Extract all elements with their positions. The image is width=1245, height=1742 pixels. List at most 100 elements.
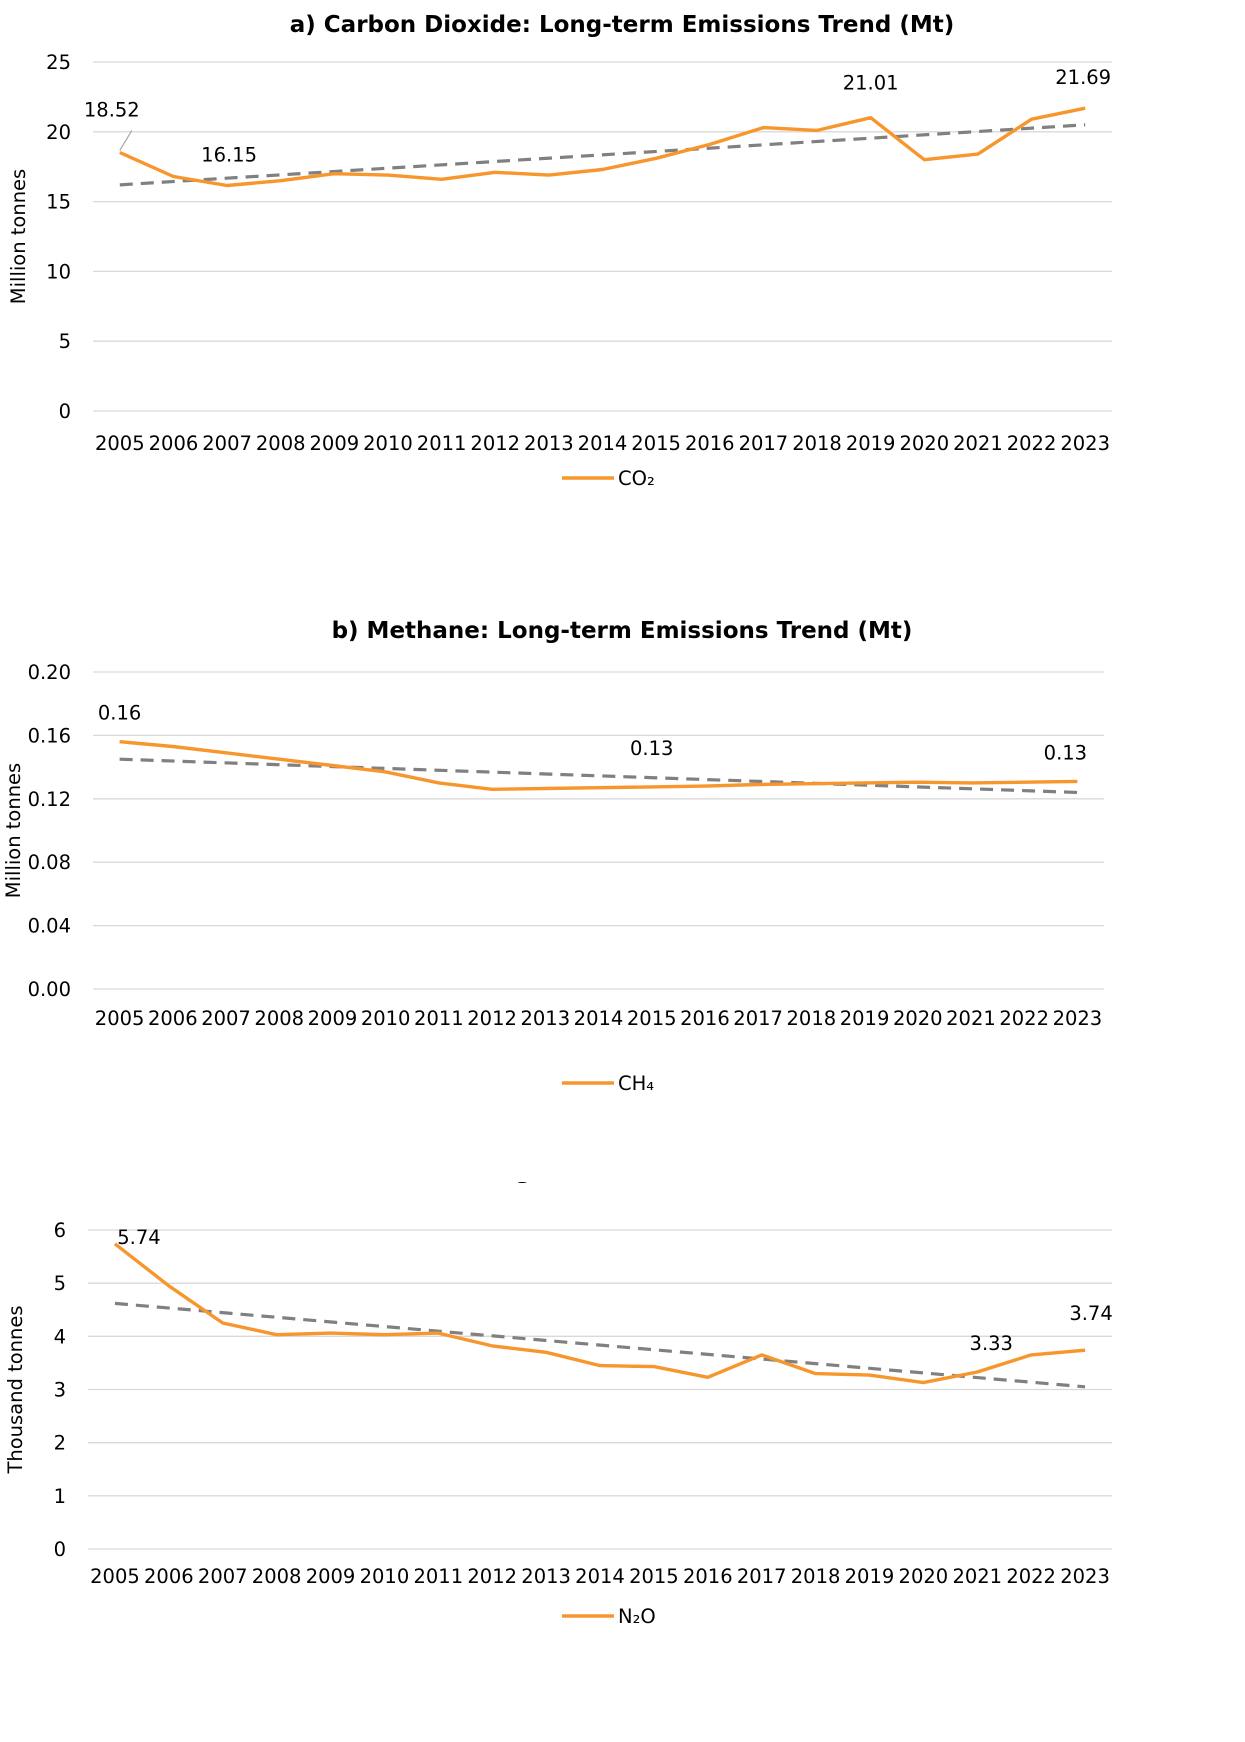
- x-tick-label: 2009: [310, 432, 360, 455]
- x-tick-label: 2019: [846, 432, 896, 455]
- y-tick-label: 25: [46, 51, 71, 74]
- x-tick-label: 2007: [202, 432, 252, 455]
- x-tick-label: 2022: [999, 1007, 1049, 1030]
- y-tick-label: 5: [54, 1272, 66, 1295]
- trendline: [115, 1303, 1085, 1386]
- x-tick-label: 2017: [737, 1565, 787, 1588]
- y-tick-label: 3: [54, 1379, 66, 1402]
- x-tick-label: 2006: [149, 432, 199, 455]
- x-tick-label: 2015: [629, 1565, 679, 1588]
- legend-label: CO₂: [618, 467, 655, 490]
- y-tick-label: 5: [59, 330, 71, 353]
- y-tick-label: 0.16: [28, 724, 71, 747]
- y-tick-label: 0.20: [28, 661, 71, 684]
- chart-title: a) Carbon Dioxide: Long-term Emissions T…: [290, 12, 955, 38]
- x-tick-label: 2008: [254, 1007, 304, 1030]
- legend-label: CH₄: [618, 1072, 654, 1095]
- x-tick-label: 2020: [893, 1007, 943, 1030]
- methane-chart: b) Methane: Long-term Emissions Trend (M…: [0, 600, 1245, 1160]
- x-tick-label: 2008: [252, 1565, 302, 1588]
- x-tick-label: 2013: [520, 1007, 570, 1030]
- data-label: 21.69: [1055, 66, 1111, 89]
- y-tick-label: 0.08: [28, 851, 71, 874]
- x-tick-label: 2018: [792, 432, 842, 455]
- x-tick-label: 2017: [739, 432, 789, 455]
- y-tick-label: 15: [46, 191, 71, 214]
- x-tick-label: 2013: [521, 1565, 571, 1588]
- x-tick-label: 2012: [467, 1007, 517, 1030]
- y-tick-label: 0: [54, 1538, 66, 1561]
- x-tick-label: 2016: [685, 432, 735, 455]
- x-tick-label: 2007: [198, 1565, 248, 1588]
- x-tick-label: 2023: [1060, 432, 1110, 455]
- y-tick-label: 20: [46, 121, 71, 144]
- x-tick-label: 2020: [899, 432, 949, 455]
- x-tick-label: 2014: [578, 432, 628, 455]
- x-tick-label: 2005: [90, 1565, 140, 1588]
- x-tick-label: 2023: [1053, 1007, 1103, 1030]
- data-label: 18.52: [84, 98, 140, 121]
- x-tick-label: 2008: [256, 432, 306, 455]
- series-line: [120, 742, 1078, 790]
- x-tick-label: 2018: [787, 1007, 837, 1030]
- x-tick-label: 2019: [840, 1007, 890, 1030]
- chart-title: b) Methane: Long-term Emissions Trend (M…: [332, 618, 913, 644]
- x-tick-label: 2014: [575, 1565, 625, 1588]
- data-label: 3.33: [970, 1332, 1013, 1355]
- data-label: 16.15: [201, 144, 257, 167]
- trendline: [120, 125, 1085, 185]
- x-tick-label: 2011: [417, 432, 467, 455]
- y-tick-label: 10: [46, 260, 71, 283]
- co2-chart: a) Carbon Dioxide: Long-term Emissions T…: [0, 0, 1245, 560]
- x-tick-label: 2020: [899, 1565, 949, 1588]
- chart-title: c) Nitrous Oxide : Long-term Emissions T…: [233, 1182, 1010, 1184]
- x-tick-label: 2010: [360, 1565, 410, 1588]
- nitrous-oxide-chart: c) Nitrous Oxide : Long-term Emissions T…: [0, 1182, 1245, 1742]
- data-label: 0.13: [630, 737, 673, 760]
- x-tick-label: 2021: [946, 1007, 996, 1030]
- x-tick-label: 2009: [306, 1565, 356, 1588]
- series-line: [115, 1244, 1085, 1383]
- x-tick-label: 2010: [361, 1007, 411, 1030]
- x-tick-label: 2009: [308, 1007, 358, 1030]
- x-tick-label: 2016: [683, 1565, 733, 1588]
- x-tick-label: 2023: [1060, 1565, 1110, 1588]
- y-tick-label: 4: [54, 1325, 66, 1348]
- x-tick-label: 2022: [1006, 1565, 1056, 1588]
- x-tick-label: 2005: [95, 432, 145, 455]
- y-axis-label: Million tonnes: [7, 169, 30, 304]
- data-label: 5.74: [117, 1226, 160, 1249]
- x-tick-label: 2015: [627, 1007, 677, 1030]
- y-tick-label: 0.12: [28, 788, 71, 811]
- data-label: 3.74: [1069, 1302, 1112, 1325]
- y-tick-label: 0.04: [28, 915, 71, 938]
- x-tick-label: 2016: [680, 1007, 730, 1030]
- x-tick-label: 2005: [95, 1007, 145, 1030]
- x-tick-label: 2017: [733, 1007, 783, 1030]
- data-label-leader: [120, 130, 132, 150]
- x-tick-label: 2019: [845, 1565, 895, 1588]
- y-tick-label: 0: [59, 400, 71, 423]
- x-tick-label: 2018: [791, 1565, 841, 1588]
- x-tick-label: 2022: [1007, 432, 1057, 455]
- y-tick-label: 0.00: [28, 978, 71, 1001]
- x-tick-label: 2007: [201, 1007, 251, 1030]
- y-axis-label: Million tonnes: [2, 763, 25, 898]
- y-axis-label: Thousand tonnes: [4, 1305, 27, 1474]
- x-tick-label: 2021: [953, 432, 1003, 455]
- x-tick-label: 2013: [524, 432, 574, 455]
- y-tick-label: 2: [54, 1432, 66, 1455]
- x-tick-label: 2021: [952, 1565, 1002, 1588]
- x-tick-label: 2012: [470, 432, 520, 455]
- x-tick-label: 2006: [148, 1007, 198, 1030]
- series-line: [120, 108, 1085, 185]
- data-label: 21.01: [843, 72, 899, 95]
- legend-label: N₂O: [618, 1605, 656, 1628]
- x-tick-label: 2006: [144, 1565, 194, 1588]
- x-tick-label: 2010: [363, 432, 413, 455]
- y-tick-label: 6: [54, 1219, 66, 1242]
- x-tick-label: 2015: [631, 432, 681, 455]
- x-tick-label: 2011: [413, 1565, 463, 1588]
- x-tick-label: 2011: [414, 1007, 464, 1030]
